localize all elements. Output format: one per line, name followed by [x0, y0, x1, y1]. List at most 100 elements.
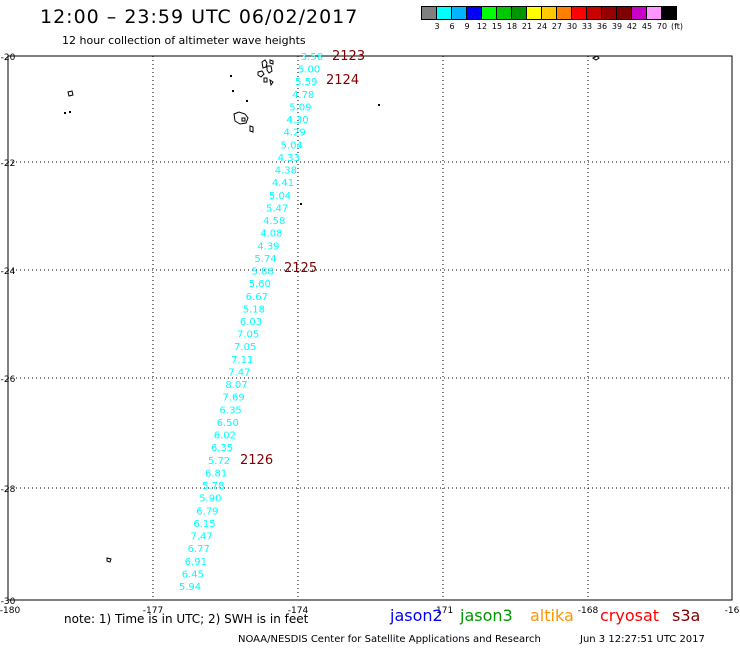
- swh-label: 4.30: [286, 115, 308, 126]
- swh-label: 6.02: [214, 431, 236, 442]
- island-dot: [378, 104, 380, 106]
- swh-label: 3.58: [301, 52, 323, 63]
- credit-line: NOAA/NESDIS Center for Satellite Applica…: [238, 634, 541, 645]
- lon-tick-label: -168: [578, 606, 599, 616]
- swh-label: 6.15: [193, 519, 215, 530]
- swh-label: 5.47: [266, 203, 288, 214]
- swh-label: 6.03: [240, 317, 262, 328]
- swh-label: 7.05: [234, 342, 256, 353]
- swh-label: 5.72: [208, 456, 230, 467]
- swh-label: 4.78: [292, 90, 314, 101]
- island-dot: [230, 75, 232, 77]
- legend-tick-label: 24: [536, 22, 548, 31]
- swh-label: 7.47: [190, 532, 212, 543]
- swh-label: 5.74: [254, 254, 276, 265]
- legend-tick-label: (ft): [670, 22, 684, 31]
- legend-tick-label: 9: [464, 22, 470, 31]
- island-outline: [266, 65, 273, 74]
- map-grid: -180 -177 -174 -171 -168 -16 -20 -22 -24 -26 -28 -3…: [0, 53, 740, 616]
- swh-label: 6.45: [182, 569, 204, 580]
- island-outline: [106, 557, 112, 563]
- island-outline: [241, 117, 246, 122]
- lat-tick-label: -20: [1, 53, 16, 63]
- swh-label: 5.09: [289, 102, 311, 113]
- swh-label: 7.47: [228, 367, 250, 378]
- swh-label: 4.08: [260, 229, 282, 240]
- island-dots: [64, 75, 380, 205]
- swh-label: 5.18: [243, 304, 265, 315]
- satellite-name: cryosat: [600, 606, 660, 625]
- swh-label: 6.35: [220, 405, 242, 416]
- lat-tick-label: -26: [1, 375, 16, 385]
- legend-tick-label: 21: [521, 22, 533, 31]
- swh-label: 5.78: [202, 481, 224, 492]
- page-title: 12:00 – 23:59 UTC 06/02/2017: [40, 6, 359, 28]
- lat-tick-label: -28: [1, 485, 16, 495]
- map-frame: [7, 55, 733, 601]
- lon-tick-label: -171: [433, 606, 453, 616]
- swh-label: 7.11: [231, 355, 253, 366]
- island-outline: [257, 70, 265, 78]
- legend-tick-label: 12: [476, 22, 488, 31]
- island-outline: [592, 55, 600, 61]
- swh-label: 5.90: [199, 494, 221, 505]
- footer-note: note: 1) Time is in UTC; 2) SWH is in fe…: [64, 612, 309, 626]
- legend-tick-label: 33: [581, 22, 593, 31]
- island-outline: [269, 59, 274, 65]
- legend-tick-label: 6: [449, 22, 455, 31]
- swh-label: 6.35: [211, 443, 233, 454]
- lat-tick-label: -24: [1, 267, 16, 277]
- color-legend: 3 6 9 12 15 18 21 24 27 30 33 36 39 42 45 70 (ft): [421, 6, 683, 34]
- lat-tick-label: -22: [1, 159, 16, 169]
- legend-ticks: 3 6 9 12 15 18 21 24 27 30 33 36 39 42 45 70 (ft): [422, 20, 683, 34]
- swh-label: 5.04: [281, 140, 303, 151]
- swh-label: 5.00: [298, 65, 320, 76]
- orbit-labels: 2123 2124 2125 2126: [240, 49, 365, 468]
- legend-tick-label: 39: [611, 22, 623, 31]
- legend-tick-label: 45: [641, 22, 653, 31]
- swh-label: 8.07: [225, 380, 247, 391]
- swh-label: 6.67: [246, 292, 268, 303]
- island-outline: [67, 90, 74, 97]
- swh-label: 5.60: [249, 279, 271, 290]
- island-dot: [300, 203, 302, 205]
- satellite-name: jason2: [390, 606, 443, 625]
- swh-label: 5.88: [251, 267, 273, 278]
- legend-swatches: [421, 6, 677, 20]
- lon-tick-label: -16: [725, 606, 740, 616]
- swh-label: 6.81: [205, 468, 227, 479]
- orbit-number-label: 2125: [284, 261, 317, 276]
- legend-tick-label: 3: [434, 22, 440, 31]
- orbit-number-label: 2126: [240, 453, 273, 468]
- orbit-number-label: 2124: [326, 73, 359, 88]
- swh-label: 4.39: [257, 241, 279, 252]
- island-dot: [69, 111, 71, 113]
- swh-label: 5.59: [295, 77, 317, 88]
- island-outlines: [67, 55, 600, 563]
- island-outline: [263, 77, 268, 83]
- page-subtitle: 12 hour collection of altimeter wave hei…: [62, 34, 306, 47]
- swh-label: 4.38: [275, 166, 297, 177]
- lon-tick-label: -174: [288, 606, 309, 616]
- island-outline: [269, 78, 274, 87]
- legend-tick-label: 27: [551, 22, 563, 31]
- lon-tick-label: -180: [0, 606, 20, 616]
- swh-label: 4.58: [263, 216, 285, 227]
- swh-label: 6.77: [188, 544, 210, 555]
- swh-label: 7.69: [222, 393, 244, 404]
- satellite-name: s3a: [672, 606, 701, 625]
- legend-swatch: [661, 6, 677, 20]
- legend-tick-label: 15: [491, 22, 503, 31]
- island-dot: [246, 100, 248, 102]
- legend-tick-label: 30: [566, 22, 578, 31]
- lon-tick-label: -177: [143, 606, 163, 616]
- legend-tick-label: 42: [626, 22, 638, 31]
- generated-timestamp: Jun 3 12:27:51 UTC 2017: [580, 634, 705, 645]
- altimeter-track: 3.585.005.594.785.094.304.295.044.334.38…: [179, 52, 323, 593]
- island-dot: [232, 90, 234, 92]
- island-outline: [249, 125, 254, 133]
- swh-label: 6.79: [196, 506, 218, 517]
- swh-label: 6.50: [217, 418, 239, 429]
- satellite-name: jason3: [460, 606, 513, 625]
